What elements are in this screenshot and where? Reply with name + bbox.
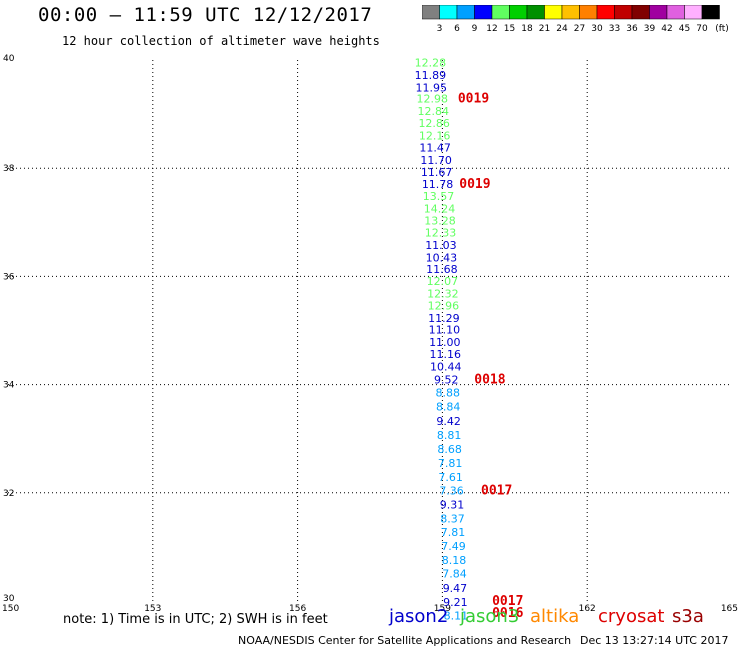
wave-height-value: 7.36 — [439, 484, 464, 497]
units-note: note: 1) Time is in UTC; 2) SWH is in fe… — [63, 612, 328, 627]
pass-time-label: 0018 — [474, 373, 505, 388]
wave-height-value: 11.78 — [422, 178, 454, 191]
wave-height-value: 8.84 — [436, 401, 461, 414]
wave-height-value: 12.32 — [427, 287, 459, 300]
chart-title: 00:00 – 11:59 UTC 12/12/2017 — [38, 4, 373, 26]
wave-height-value: 11.95 — [416, 81, 448, 94]
x-tick-label: 165 — [721, 604, 738, 614]
wave-height-value: 7.81 — [438, 457, 463, 470]
x-tick-label: 150 — [2, 604, 19, 614]
colorbar-label: 27 — [574, 24, 585, 33]
colorbar-label: 39 — [644, 24, 656, 33]
wave-height-value: 11.16 — [430, 348, 462, 361]
colorbar-label: 18 — [521, 24, 533, 33]
legend-jason2: jason2 — [389, 606, 449, 627]
wave-height-value: 12.28 — [415, 56, 447, 69]
wave-height-value: 13.57 — [423, 190, 455, 203]
color-scale-bar: 3 6 9 12 15 18 21 24 27 30 33 36 39 42 45 70 (ft) — [422, 5, 729, 33]
x-tick-label: 159 — [434, 604, 451, 614]
wave-height-value: 9.31 — [440, 498, 465, 511]
wave-height-value: 8.37 — [440, 513, 465, 526]
wave-height-value: 14.24 — [424, 203, 456, 216]
colorbar-label: 42 — [661, 24, 672, 33]
y-tick-label: 30 — [3, 594, 15, 604]
wave-height-value: 12.96 — [428, 299, 460, 312]
colorbar-label: 30 — [591, 24, 603, 33]
wave-height-value: 11.68 — [426, 263, 458, 276]
y-tick-label: 38 — [3, 164, 15, 174]
x-tick-label: 162 — [579, 604, 596, 614]
legend-altika: altika — [530, 606, 580, 627]
legend-jason3: jason3 — [460, 606, 520, 627]
y-tick-label: 32 — [3, 489, 14, 499]
wave-height-value: 11.29 — [428, 312, 460, 325]
colorbar-label: 36 — [626, 24, 638, 33]
chart-subtitle: 12 hour collection of altimeter wave hei… — [62, 34, 380, 48]
wave-height-value: 9.47 — [443, 582, 468, 595]
wave-height-value: 8.88 — [435, 387, 460, 400]
wave-height-value: 8.18 — [442, 554, 467, 567]
wave-height-value: 11.00 — [429, 336, 461, 349]
pass-time-label: 0017 — [481, 483, 512, 498]
wave-height-value: 7.61 — [438, 471, 463, 484]
colorbar-label: 24 — [556, 24, 568, 33]
wave-height-value: 11.03 — [425, 239, 457, 252]
wave-height-value: 7.84 — [442, 568, 467, 581]
wave-height-value: 7.81 — [441, 526, 466, 539]
colorbar-label: 33 — [609, 24, 620, 33]
pass-time-label: 0019 — [459, 177, 490, 192]
wave-height-value: 11.47 — [419, 141, 451, 154]
wave-height-value: 8.11 — [444, 609, 469, 622]
wave-height-value: 11.89 — [415, 69, 447, 82]
y-tick-label: 34 — [3, 381, 15, 391]
wave-height-value: 12.84 — [417, 105, 449, 118]
colorbar-label: 15 — [504, 24, 515, 33]
colorbar-label: 45 — [679, 24, 690, 33]
legend-cryosat: cryosat — [598, 606, 665, 627]
wave-height-value: 12.33 — [425, 226, 457, 239]
wave-height-value: 8.81 — [437, 429, 462, 442]
wave-height-value: 10.43 — [426, 251, 458, 264]
legend-s3a: s3a — [672, 606, 704, 627]
colorbar-label: 6 — [454, 24, 460, 33]
colorbar-swatch — [701, 5, 720, 20]
wave-height-value: 10.44 — [430, 361, 462, 374]
colorbar-label: 3 — [437, 24, 443, 33]
x-tick-label: 156 — [289, 604, 306, 614]
pass-time-label: 0016 — [492, 606, 523, 621]
colorbar-label: 12 — [486, 24, 497, 33]
colorbar-label: 21 — [539, 24, 550, 33]
colorbar-label: 70 — [696, 24, 708, 33]
colorbar-unit: (ft) — [715, 24, 729, 33]
y-tick-label: 36 — [3, 272, 15, 282]
wave-height-value: 12.16 — [419, 130, 451, 143]
wave-height-value: 11.10 — [429, 324, 461, 337]
wave-height-value: 12.07 — [427, 275, 459, 288]
pass-time-label: 0019 — [458, 92, 489, 107]
x-tick-label: 153 — [144, 604, 161, 614]
wave-height-value: 9.42 — [436, 415, 461, 428]
y-tick-label: 40 — [3, 54, 15, 64]
wave-height-value: 7.49 — [441, 540, 466, 553]
footer-credit: NOAA/NESDIS Center for Satellite Applica… — [238, 634, 572, 647]
wave-height-value: 12.98 — [417, 93, 449, 106]
wave-height-value: 13.28 — [424, 214, 456, 227]
footer-timestamp: Dec 13 13:27:14 UTC 2017 — [580, 634, 729, 647]
colorbar-label: 9 — [472, 24, 478, 33]
wave-height-value: 9.52 — [434, 374, 459, 387]
pass-time-label: 0017 — [492, 594, 523, 609]
wave-height-value: 8.68 — [437, 443, 462, 456]
wave-height-value: 11.67 — [421, 166, 453, 179]
wave-height-value: 11.70 — [420, 154, 452, 167]
wave-height-value: 12.86 — [418, 117, 450, 130]
wave-height-value: 9.21 — [443, 596, 468, 609]
